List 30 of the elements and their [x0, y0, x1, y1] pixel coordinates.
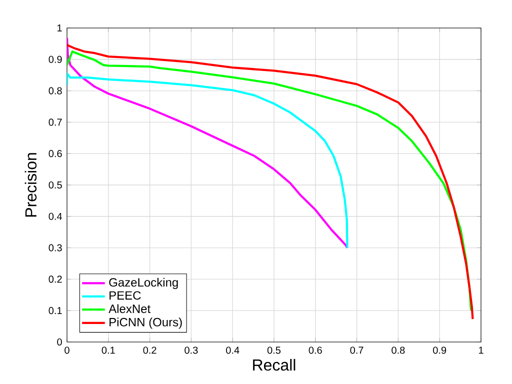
line-series — [67, 72, 348, 249]
y-tick-label: 0.8 — [48, 87, 62, 94]
line-series — [67, 36, 348, 249]
y-axis-title: Precision — [24, 153, 37, 217]
y-tick-label: 0.9 — [48, 56, 62, 63]
x-tick-label: 0.6 — [308, 346, 322, 354]
legend-label: PEEC — [110, 291, 141, 300]
y-tick-label: 0.3 — [48, 244, 62, 252]
x-tick-label: 1 — [478, 346, 484, 354]
x-tick-label: 0.3 — [184, 346, 198, 354]
x-tick-label: 0 — [64, 346, 70, 354]
y-tick-label: 0.4 — [48, 212, 62, 220]
x-tick-label: 0.2 — [143, 346, 156, 354]
legend-label: GazeLocking — [109, 278, 178, 290]
y-tick-label: 0.1 — [48, 307, 62, 314]
x-tick-label: 0.1 — [102, 346, 115, 354]
y-tick-label: 0.5 — [48, 181, 62, 189]
y-tick-label: 0.6 — [48, 150, 62, 158]
y-tick-label: 0 — [57, 338, 62, 346]
x-axis-title: Recall — [253, 358, 296, 371]
x-tick-label: 0.8 — [392, 346, 405, 354]
x-tick-label: 0.5 — [267, 346, 281, 354]
legend-label: PiCNN (Ours) — [110, 318, 182, 329]
x-tick-label: 0.7 — [350, 346, 364, 354]
x-tick-label: 0.4 — [226, 346, 240, 354]
y-tick-label: 0.2 — [48, 276, 62, 283]
x-tick-label: 0.9 — [433, 346, 446, 354]
y-tick-label: 1 — [57, 24, 62, 32]
legend-label: AlexNet — [108, 304, 150, 314]
y-tick-label: 0.7 — [48, 118, 62, 126]
